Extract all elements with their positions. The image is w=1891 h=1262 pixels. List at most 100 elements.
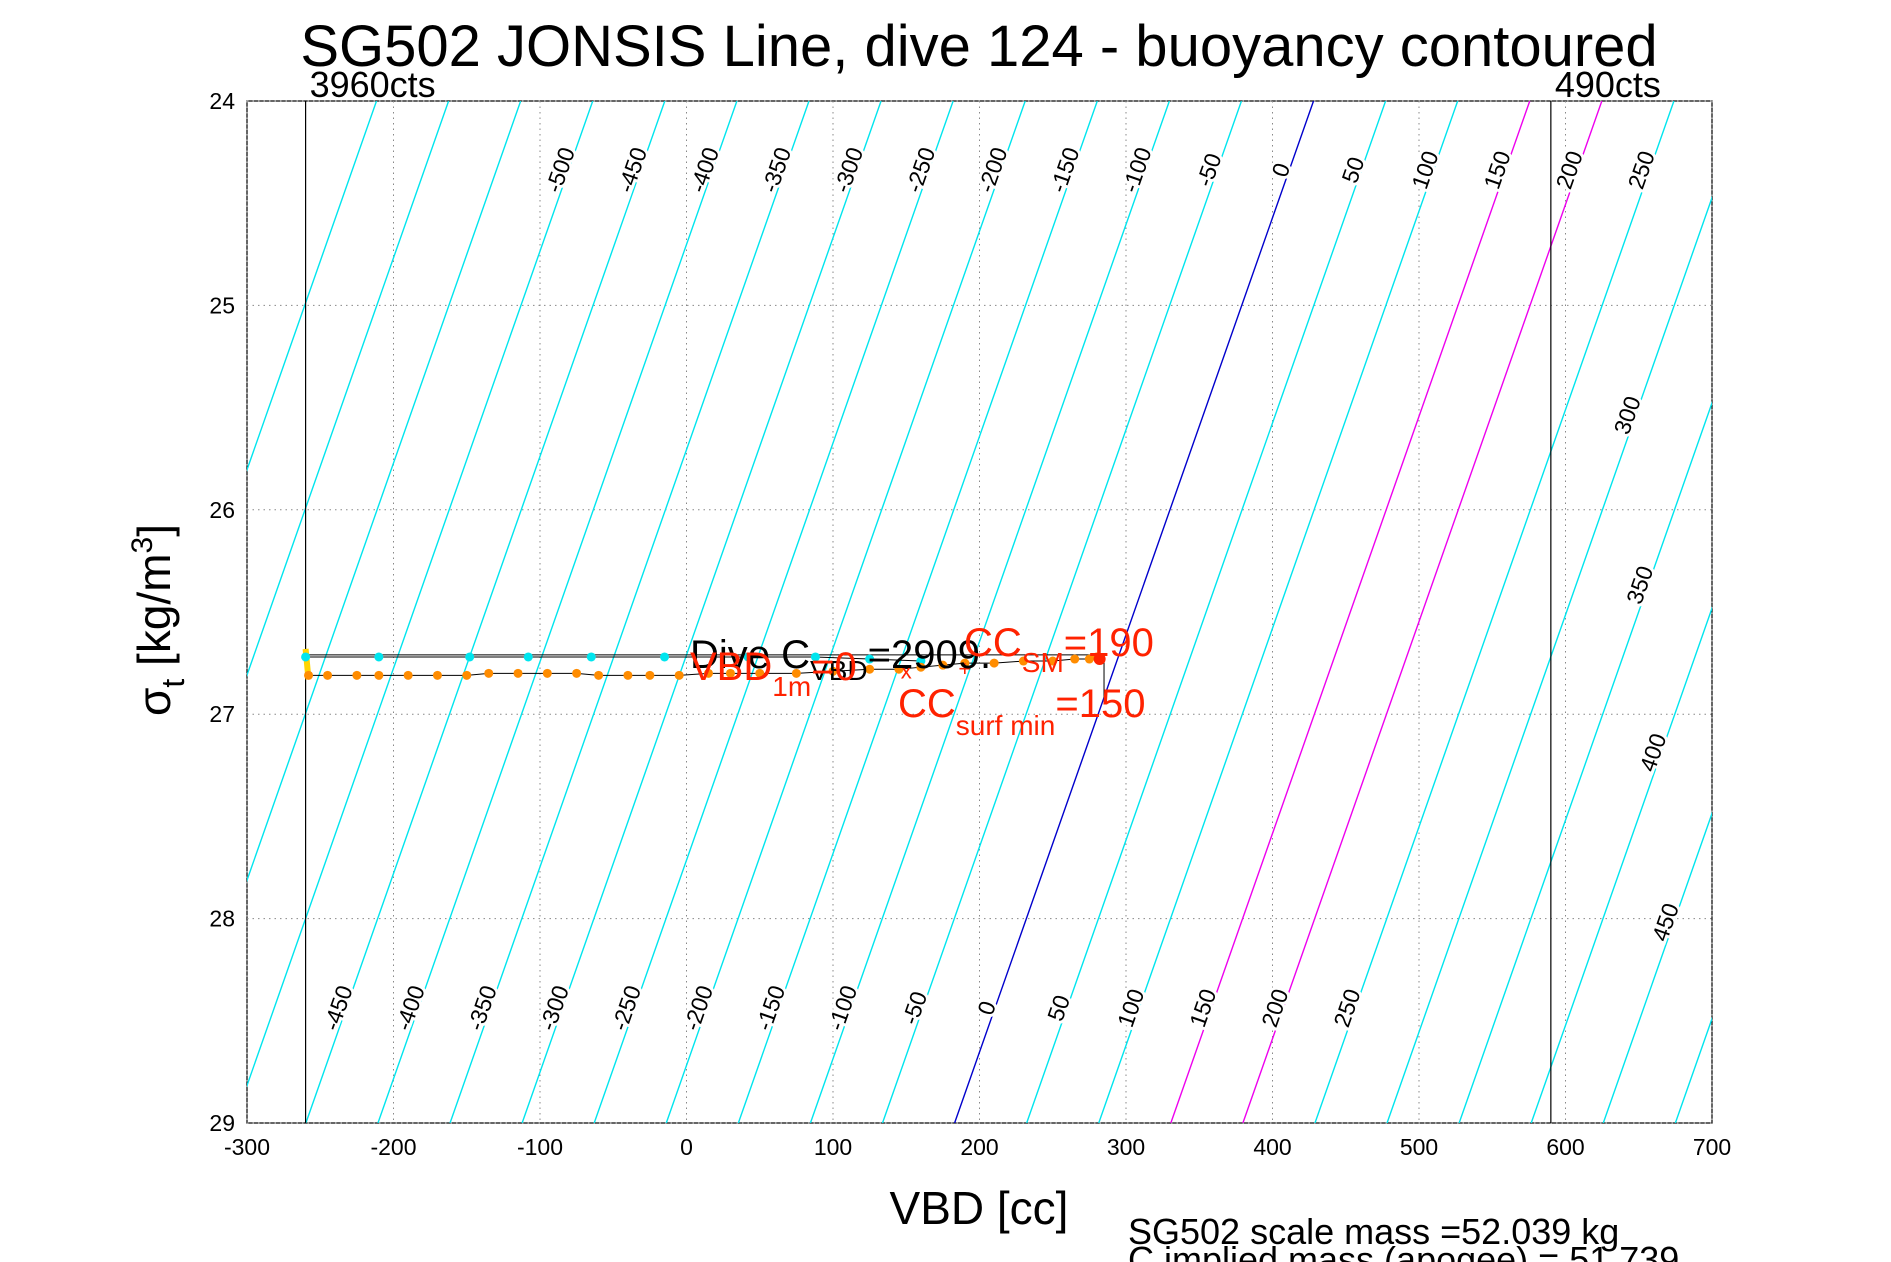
- contour-label-bottom: 150: [1184, 986, 1221, 1031]
- dive-c-vbd-annotation: Dive CVBD=2909.: [690, 633, 991, 686]
- contour-label-top: -100: [1117, 144, 1157, 196]
- chart-title: SG502 JONSIS Line, dive 124 - buoyancy c…: [300, 14, 1657, 79]
- contour-label-top: -250: [901, 144, 941, 196]
- contour-line: [247, 101, 594, 1088]
- series-point: [810, 652, 820, 662]
- contour-line: [593, 101, 954, 1123]
- series-point: [1070, 654, 1080, 664]
- y-tick-labels: 24 25 26 27 28 29: [209, 88, 235, 1136]
- contour-label-bottom: 250: [1328, 986, 1365, 1031]
- buoyancy-contours: [247, 101, 1891, 1123]
- contour-line: [1602, 811, 1712, 1123]
- contour-label-top: -150: [1045, 144, 1085, 196]
- y-tick-label: 28: [209, 906, 235, 932]
- contour-label-right: 300: [1609, 393, 1646, 438]
- contour-line: [809, 101, 1171, 1123]
- contour-label-top: -200: [973, 144, 1013, 196]
- series-point: [513, 668, 523, 678]
- contour-label-bottom: -350: [462, 982, 502, 1034]
- trajectory-outline: [305, 654, 1105, 698]
- x-tick-label: 200: [960, 1134, 998, 1160]
- series-point: [743, 652, 753, 662]
- contour-label-top: 150: [1478, 147, 1515, 192]
- contour-labels: -500 -450 -400 -350 -300 -250 -200 -150 -100 -50 0…: [315, 141, 1687, 1037]
- contour-line: [305, 101, 666, 1123]
- contour-line: [1314, 101, 1675, 1123]
- data-series: x +: [301, 648, 1106, 698]
- x-tick-label: 700: [1693, 1134, 1731, 1160]
- contour-line: [953, 101, 1315, 1123]
- series-point: [594, 670, 604, 680]
- series-point: [645, 670, 655, 680]
- contour-label-top: -50: [1191, 150, 1227, 190]
- x-tick-label: -300: [224, 1134, 270, 1160]
- y-tick-label: 27: [209, 701, 235, 727]
- contour-label-bottom: -250: [606, 982, 646, 1034]
- x-tick-label: 400: [1253, 1134, 1291, 1160]
- contour-line: [1242, 101, 1603, 1123]
- x-tick-label: 0: [680, 1134, 693, 1160]
- contour-line: [1386, 195, 1712, 1123]
- contour-label-top: 50: [1336, 154, 1369, 187]
- y-tick-label: 26: [209, 497, 235, 523]
- contour-label-bottom: 100: [1112, 986, 1149, 1031]
- series-point: [1084, 654, 1094, 664]
- contour-label-bottom: -450: [318, 982, 358, 1034]
- x-tick-label: 300: [1107, 1134, 1145, 1160]
- vbd-1m-annotation: VBD1m=0: [690, 645, 857, 702]
- series-point: [523, 652, 533, 662]
- series-line: [305, 656, 921, 662]
- series-point: [323, 670, 333, 680]
- contour-line: [1820, 101, 1891, 1123]
- x-tick-label: 100: [814, 1134, 852, 1160]
- contour-line: [1098, 101, 1459, 1123]
- contour-label-top: -500: [540, 144, 580, 196]
- contour-line: [1530, 606, 1712, 1123]
- contour-line: [247, 101, 378, 472]
- series-point: [374, 652, 384, 662]
- marker-point: x: [901, 658, 912, 683]
- series-point: [828, 666, 838, 676]
- implied-mass-text: C implied mass (apogee) = 51.739: [1128, 1239, 1679, 1262]
- series-point: [894, 664, 904, 674]
- series-point: [960, 658, 970, 668]
- series-point: [403, 670, 413, 680]
- series-point: [1018, 656, 1028, 666]
- contour-line: [247, 101, 522, 883]
- series-point: [791, 668, 801, 678]
- contour-label-bottom: -300: [534, 982, 574, 1034]
- contour-label-top: -350: [756, 144, 796, 196]
- contour-label-top: 100: [1406, 147, 1443, 192]
- series-point: [623, 670, 633, 680]
- series-point: [703, 668, 713, 678]
- x-tick-label: 600: [1546, 1134, 1584, 1160]
- x-tick-label: 500: [1400, 1134, 1438, 1160]
- contour-label-top: -400: [684, 144, 724, 196]
- series-point: [432, 670, 442, 680]
- contour-label-top: -450: [612, 144, 652, 196]
- contour-label-bottom: -200: [678, 982, 718, 1034]
- contour-label-right: 400: [1634, 730, 1671, 775]
- series-point: [674, 670, 684, 680]
- x-tick-labels: -300 -200 -100 0 100 200 300 400 500 600 700: [224, 1134, 1731, 1160]
- contour-label-bottom: -400: [390, 982, 430, 1034]
- series-point: [586, 652, 596, 662]
- contour-label-right: 350: [1621, 562, 1658, 607]
- series-point: [462, 670, 472, 680]
- contour-line: [881, 101, 1243, 1123]
- contour-line: [1026, 101, 1387, 1123]
- series-point: [301, 652, 311, 662]
- series-point: [465, 652, 475, 662]
- vbd-limit-lines: 3960cts 490cts: [305, 64, 1661, 1123]
- contour-label-top: 250: [1623, 147, 1660, 192]
- contour-line: [1458, 400, 1712, 1123]
- series-point: [1048, 656, 1058, 666]
- x-tick-label: -200: [370, 1134, 416, 1160]
- series-point: [374, 670, 384, 680]
- contour-label-bottom: 200: [1256, 986, 1293, 1031]
- vbd-limit-label: 3960cts: [310, 64, 436, 105]
- series-point: [660, 652, 670, 662]
- contour-line: [1747, 101, 1891, 1123]
- marker-point: +: [958, 656, 971, 681]
- cc-surf-min-annotation: CCsurf min=150: [898, 682, 1145, 741]
